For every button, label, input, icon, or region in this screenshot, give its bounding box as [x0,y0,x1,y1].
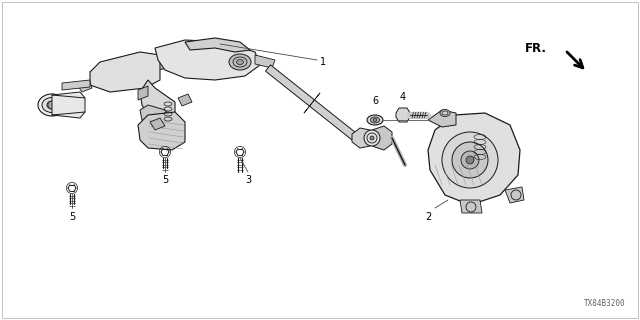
Polygon shape [352,128,372,148]
Polygon shape [428,113,520,205]
Circle shape [461,151,479,169]
Polygon shape [62,80,90,90]
Ellipse shape [440,109,450,116]
Polygon shape [185,38,250,52]
Ellipse shape [229,54,251,70]
Polygon shape [372,126,392,150]
Circle shape [466,156,474,164]
Text: 1: 1 [320,57,326,67]
Text: 4: 4 [400,92,406,102]
Polygon shape [138,112,185,150]
Ellipse shape [371,117,380,123]
Text: 5: 5 [69,212,75,222]
Polygon shape [78,82,92,92]
Polygon shape [460,200,482,213]
Text: 5: 5 [162,175,168,185]
Polygon shape [155,40,260,80]
Text: 3: 3 [245,175,251,185]
Polygon shape [266,65,358,141]
Ellipse shape [47,101,57,109]
Polygon shape [255,55,275,68]
Polygon shape [178,94,192,106]
Polygon shape [150,118,165,130]
Ellipse shape [42,98,62,113]
Circle shape [442,132,498,188]
Circle shape [452,142,488,178]
Text: FR.: FR. [525,42,547,54]
Polygon shape [140,80,175,120]
Polygon shape [52,92,85,118]
Text: 6: 6 [372,96,378,106]
Polygon shape [304,93,320,113]
Ellipse shape [237,60,243,65]
Ellipse shape [367,115,383,125]
Ellipse shape [373,118,377,122]
Polygon shape [138,86,148,100]
Polygon shape [140,105,170,125]
Text: 2: 2 [426,212,432,222]
Circle shape [48,101,56,109]
Polygon shape [90,52,160,92]
Circle shape [364,130,380,146]
Circle shape [370,136,374,140]
Polygon shape [505,187,524,203]
Text: TX84B3200: TX84B3200 [584,299,625,308]
Ellipse shape [38,94,66,116]
Polygon shape [90,50,245,78]
Polygon shape [396,108,410,122]
Polygon shape [428,110,456,127]
